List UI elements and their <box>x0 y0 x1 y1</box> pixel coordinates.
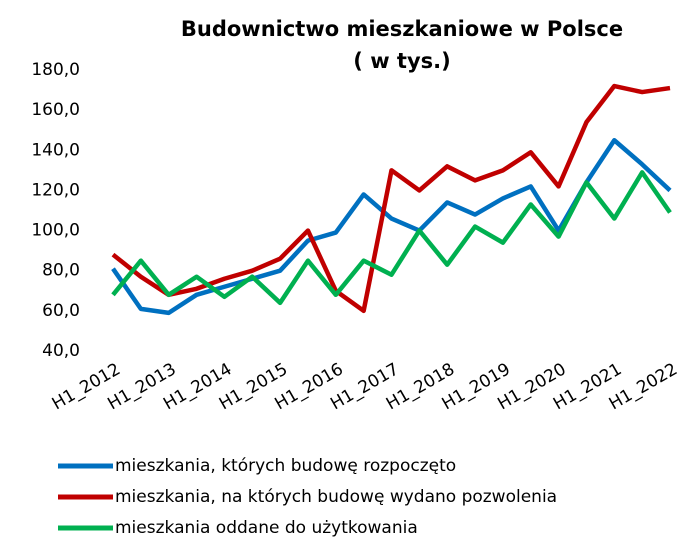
legend-label: mieszkania oddane do użytkowania <box>115 518 418 538</box>
y-tick-label: 60,0 <box>42 301 80 321</box>
chart-title: Budownictwo mieszkaniowe w Polsce <box>181 17 623 41</box>
legend-label: mieszkania, na których budowę wydano poz… <box>115 487 557 507</box>
legend-label: mieszkania, których budowę rozpoczęto <box>115 456 456 476</box>
y-tick-label: 160,0 <box>31 100 80 120</box>
y-tick-label: 140,0 <box>31 140 80 160</box>
y-tick-label: 80,0 <box>42 261 80 281</box>
y-tick-label: 100,0 <box>31 221 80 241</box>
y-tick-label: 180,0 <box>31 60 80 80</box>
chart-title: ( w tys.) <box>353 49 450 73</box>
y-tick-label: 120,0 <box>31 180 80 200</box>
y-tick-label: 40,0 <box>42 341 80 361</box>
series-line <box>111 170 672 306</box>
